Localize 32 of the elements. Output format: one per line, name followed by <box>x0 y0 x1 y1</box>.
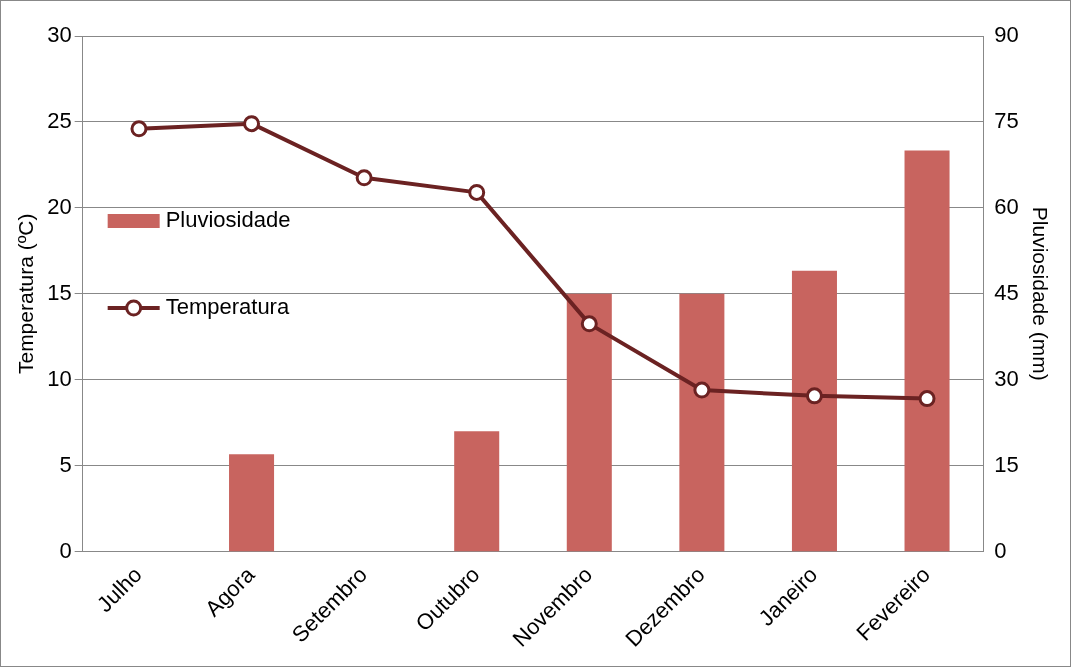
bar <box>454 431 500 552</box>
point <box>130 120 148 138</box>
y2-tick-label: 15 <box>994 451 1019 477</box>
y-axis-title: Temperatura (ºC) <box>14 213 38 375</box>
bar <box>904 150 950 552</box>
y-tick-label: 5 <box>59 451 72 477</box>
bar <box>229 454 275 552</box>
y2-tick-label: 30 <box>994 365 1019 391</box>
y-tick-label: 15 <box>47 279 72 305</box>
y-tick-label: 30 <box>47 22 72 48</box>
point <box>805 387 823 405</box>
y-tick-label: 10 <box>47 365 72 391</box>
point <box>580 315 598 333</box>
y2-tick-label: 45 <box>994 279 1019 305</box>
bar <box>566 293 612 552</box>
point <box>355 169 373 187</box>
legend-label: Pluviosidade <box>165 207 291 233</box>
point <box>468 183 486 201</box>
point <box>693 381 711 399</box>
y-tick-label: 25 <box>47 107 72 133</box>
point <box>918 390 936 408</box>
bar <box>791 270 837 552</box>
point <box>243 115 261 133</box>
y2-tick-label: 90 <box>994 22 1019 48</box>
y2-axis-title: Pluviosidade (mm) <box>1028 206 1052 381</box>
y2-tick-label: 75 <box>994 107 1019 133</box>
y-tick-label: 20 <box>47 193 72 219</box>
y-tick-label: 0 <box>59 537 72 563</box>
y2-tick-label: 0 <box>994 537 1007 563</box>
bar <box>679 293 725 552</box>
y2-tick-label: 60 <box>994 193 1019 219</box>
legend-label: Temperatura <box>165 294 290 320</box>
